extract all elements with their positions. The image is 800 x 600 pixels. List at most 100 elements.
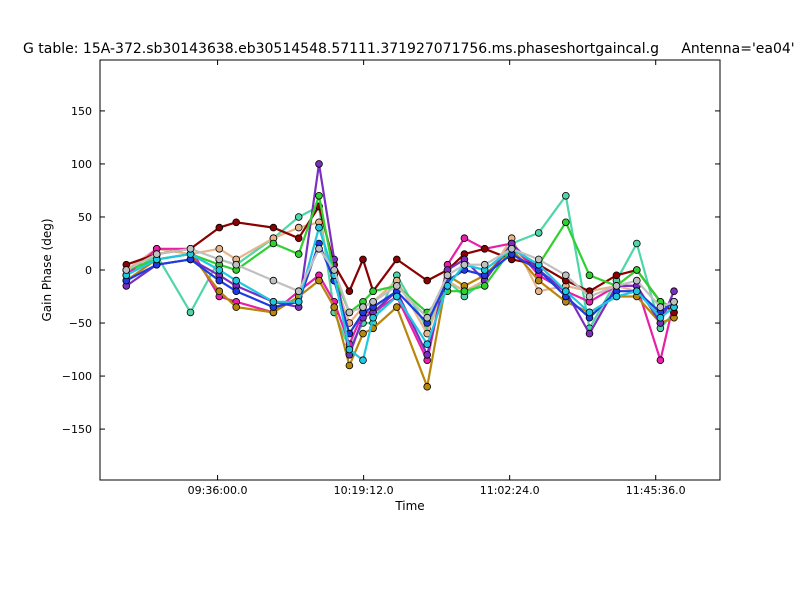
data-point — [632, 266, 641, 274]
data-point — [330, 266, 339, 274]
data-point — [294, 250, 303, 258]
data-point — [232, 287, 241, 296]
data-point — [534, 255, 543, 264]
x-axis: 09:36:00.0 10:19:12.0 11:02:24.0 11:45:36.0 — [188, 60, 686, 497]
data-point — [534, 276, 543, 285]
x-tick-label: 11:02:24.0 — [480, 484, 540, 497]
data-point — [345, 287, 354, 296]
data-point — [656, 303, 665, 311]
data-point — [232, 303, 241, 311]
data-point — [269, 276, 278, 285]
data-point — [369, 297, 377, 306]
data-point — [186, 308, 195, 317]
data-point — [534, 287, 543, 296]
data-point — [585, 308, 594, 317]
data-point — [315, 245, 323, 253]
data-point — [612, 282, 621, 290]
data-point — [315, 223, 323, 232]
data-point — [345, 361, 354, 370]
data-point — [315, 276, 323, 285]
y-axis: −150 −100 −50 0 50 100 150 — [62, 105, 720, 436]
series-9 — [122, 223, 678, 365]
y-tick-label: 150 — [71, 105, 92, 118]
data-point — [215, 223, 224, 232]
data-point — [392, 255, 401, 264]
data-point — [294, 297, 303, 306]
data-point — [369, 287, 377, 296]
chart-subtitle: Antenna='ea04' — [681, 41, 794, 57]
series-10 — [122, 245, 678, 322]
data-point — [460, 234, 469, 243]
data-point — [585, 292, 594, 301]
data-point — [561, 287, 570, 296]
y-tick-label: 0 — [85, 264, 92, 277]
data-point — [612, 271, 621, 280]
data-point — [294, 213, 303, 221]
data-point — [480, 260, 489, 269]
data-point — [232, 260, 241, 269]
chart-title: G table: 15A-372.sb30143638.eb30514548.5… — [23, 41, 659, 57]
data-point — [359, 356, 367, 365]
data-point — [670, 287, 678, 296]
data-point — [585, 329, 594, 338]
data-point — [269, 297, 278, 306]
data-point — [460, 260, 469, 269]
data-point — [423, 382, 432, 391]
data-point — [369, 313, 377, 322]
data-point — [215, 245, 224, 253]
y-axis-label: Gain Phase (deg) — [40, 218, 54, 321]
data-point — [656, 313, 665, 322]
data-point — [480, 245, 489, 253]
data-point — [392, 292, 401, 301]
data-point — [612, 292, 621, 301]
x-tick-label: 10:19:12.0 — [334, 484, 394, 497]
data-point — [423, 313, 432, 322]
data-point — [443, 282, 452, 290]
data-point — [561, 192, 570, 200]
data-point — [315, 160, 323, 168]
data-point — [294, 223, 303, 232]
data-point — [423, 350, 432, 359]
data-point — [345, 345, 354, 354]
data-point — [269, 223, 278, 232]
data-point — [345, 308, 354, 317]
y-tick-label: 100 — [71, 158, 92, 171]
data-point — [423, 340, 432, 349]
x-axis-label: Time — [394, 499, 424, 513]
data-point — [215, 266, 224, 274]
data-point — [294, 234, 303, 243]
data-point — [232, 218, 241, 227]
data-point — [423, 276, 432, 285]
data-point — [670, 297, 678, 306]
data-point — [359, 255, 367, 264]
data-point — [152, 250, 161, 258]
data-point — [215, 255, 224, 264]
data-point — [122, 266, 131, 274]
data-point — [632, 287, 641, 296]
y-tick-label: −50 — [69, 317, 92, 330]
y-tick-label: 50 — [78, 211, 92, 224]
x-tick-label: 09:36:00.0 — [188, 484, 248, 497]
data-point — [585, 271, 594, 280]
data-point — [534, 229, 543, 237]
data-point — [269, 239, 278, 248]
data-point — [330, 303, 339, 311]
data-point — [392, 303, 401, 311]
data-point — [215, 287, 224, 296]
data-point — [561, 271, 570, 280]
data-point — [561, 218, 570, 227]
data-point — [480, 282, 489, 290]
series-layer — [122, 160, 678, 391]
data-point — [392, 282, 401, 290]
data-point — [359, 329, 367, 338]
data-point — [359, 303, 367, 311]
data-point — [460, 287, 469, 296]
data-point — [507, 245, 516, 253]
x-tick-label: 11:45:36.0 — [626, 484, 686, 497]
data-point — [632, 276, 641, 285]
y-tick-label: −100 — [62, 370, 92, 383]
data-point — [315, 192, 323, 200]
data-point — [632, 239, 641, 248]
data-point — [215, 276, 224, 285]
